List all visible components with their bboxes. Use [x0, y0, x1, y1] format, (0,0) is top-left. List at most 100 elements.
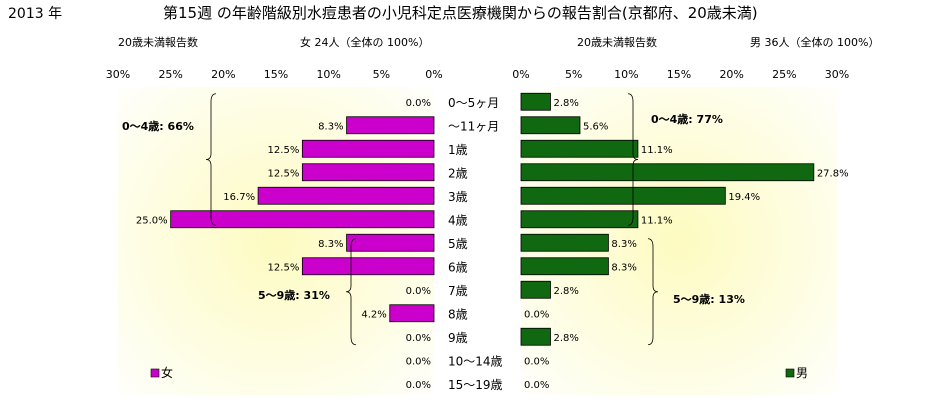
male-bar-value-label: 2.8%: [553, 98, 578, 109]
female-bar-value-label: 16.7%: [223, 192, 255, 203]
male-x-tick-label: 0%: [512, 68, 529, 81]
male-value-labels: 2.8% 5.6% 11.1% 27.8% 19.4% 11.1% 8.3% 8.3% 2.8%…: [524, 98, 849, 391]
male-annotation-5-9: 5〜9歳: 13%: [673, 292, 745, 306]
age-category-label: 1歳: [448, 143, 468, 157]
age-category-label: 10〜14歳: [448, 354, 503, 368]
male-brace-5-9: [647, 238, 659, 346]
male-bar: [520, 257, 609, 276]
male-bar-value-label: 2.8%: [553, 286, 578, 297]
male-age-group-annotations: 0〜4歳: 77% 5〜9歳: 13%: [627, 93, 745, 346]
male-x-tick-label: 10%: [614, 68, 638, 81]
age-category-label: 6歳: [448, 260, 468, 274]
female-brace-5-9: [345, 238, 357, 346]
female-bar: [389, 304, 435, 323]
male-bar: [520, 280, 551, 299]
age-category-label: 〜11ヶ月: [448, 119, 499, 133]
male-bar-value-label: 0.0%: [524, 380, 549, 391]
male-bar: [520, 92, 551, 111]
female-bar-value-label: 25.0%: [136, 215, 168, 226]
female-brace-0-4: [205, 93, 217, 226]
female-age-group-annotations: 0〜4歳: 66% 5〜9歳: 31%: [122, 93, 357, 346]
male-bar: [520, 116, 581, 135]
chart-title: 第15週 の年齢階級別水痘患者の小児科定点医療機関からの報告割合(京都府、20歳…: [163, 4, 758, 22]
age-category-label: 8歳: [448, 307, 468, 321]
female-subtitle-total: 女 24人（全体の 100%）: [300, 35, 429, 49]
female-bar-value-label: 12.5%: [268, 168, 300, 179]
female-bar-value-label: 0.0%: [406, 333, 431, 344]
female-bar: [301, 139, 435, 158]
male-legend: 男: [785, 366, 808, 380]
male-bar-value-label: 19.4%: [728, 192, 760, 203]
age-category-label: 5歳: [448, 237, 468, 251]
male-bar-value-label: 8.3%: [611, 239, 636, 250]
age-category-label: 7歳: [448, 284, 468, 298]
male-x-tick-label: 30%: [825, 68, 849, 81]
female-x-tick-label: 15%: [264, 68, 288, 81]
male-bar: [520, 327, 551, 346]
male-subtitle-total: 男 36人（全体の 100%）: [750, 35, 879, 49]
female-bar-value-label: 12.5%: [268, 145, 300, 156]
female-bar-value-label: 8.3%: [318, 239, 343, 250]
male-bars: [520, 92, 815, 346]
female-annotation-0-4: 0〜4歳: 66%: [122, 119, 194, 133]
female-x-tick-label: 30%: [106, 68, 130, 81]
age-category-labels: 0〜5ヶ月〜11ヶ月 1歳 2歳 3歳 4歳 5歳 6歳 7歳 8歳 9歳 10〜14歳 15〜19歳: [448, 96, 503, 392]
male-bar: [520, 233, 609, 252]
female-bars: [170, 116, 435, 323]
female-bar-value-label: 0.0%: [406, 356, 431, 367]
male-x-tick-label: 5%: [565, 68, 582, 81]
male-bar-value-label: 5.6%: [583, 121, 608, 132]
male-bar-value-label: 8.3%: [611, 262, 636, 273]
male-panel: 20歳未満報告数 男 36人（全体の 100%） 0% 5% 10% 15% 20% 25…: [512, 35, 879, 395]
year-label: 2013 年: [8, 6, 62, 22]
female-bar: [346, 116, 435, 135]
female-bar: [170, 210, 435, 229]
female-bar: [257, 186, 435, 205]
male-bar-value-label: 2.8%: [553, 333, 578, 344]
female-bar-value-label: 0.0%: [406, 380, 431, 391]
male-legend-label: 男: [796, 366, 808, 380]
female-bar: [301, 257, 435, 276]
female-legend-label: 女: [161, 365, 173, 380]
male-x-tick-label: 20%: [719, 68, 743, 81]
female-legend-swatch: [150, 368, 160, 378]
female-x-tick-label: 25%: [158, 68, 182, 81]
male-bar: [520, 139, 639, 158]
female-bar: [346, 233, 435, 252]
male-bar-value-label: 11.1%: [641, 215, 673, 226]
age-category-label: 2歳: [448, 166, 468, 180]
male-x-axis-ticks: 0% 5% 10% 15% 20% 25% 30%: [512, 68, 849, 81]
female-bar-value-label: 4.2%: [361, 309, 386, 320]
male-subtitle-count: 20歳未満報告数: [577, 36, 657, 49]
male-bar-value-label: 0.0%: [524, 356, 549, 367]
male-bar: [520, 210, 639, 229]
male-x-tick-label: 15%: [667, 68, 691, 81]
female-bar-value-label: 0.0%: [406, 98, 431, 109]
female-x-tick-label: 5%: [373, 68, 390, 81]
female-bar-value-label: 8.3%: [318, 121, 343, 132]
female-bar: [301, 163, 435, 182]
female-panel: 20歳未満報告数 女 24人（全体の 100%） 0% 5% 10% 15% 20% 25…: [106, 35, 443, 395]
male-x-tick-label: 25%: [772, 68, 796, 81]
age-category-label: 0〜5ヶ月: [448, 96, 499, 110]
female-x-axis-ticks: 0% 5% 10% 15% 20% 25% 30%: [106, 68, 443, 81]
male-bar-value-label: 27.8%: [817, 168, 849, 179]
age-category-label: 4歳: [448, 213, 468, 227]
male-annotation-0-4: 0〜4歳: 77%: [651, 112, 723, 126]
female-x-tick-label: 0%: [425, 68, 442, 81]
male-bar: [520, 163, 815, 182]
male-bar-value-label: 0.0%: [524, 309, 549, 320]
female-x-tick-label: 10%: [316, 68, 340, 81]
female-bar-value-label: 12.5%: [268, 262, 300, 273]
female-annotation-5-9: 5〜9歳: 31%: [258, 288, 330, 302]
age-category-label: 15〜19歳: [448, 378, 503, 392]
female-bar-value-label: 0.0%: [406, 286, 431, 297]
female-x-tick-label: 20%: [211, 68, 235, 81]
female-legend: 女: [150, 365, 173, 380]
age-category-label: 3歳: [448, 190, 468, 204]
female-value-labels: 0.0% 8.3% 12.5% 12.5% 16.7% 25.0% 8.3% 12.5% 0.0…: [136, 98, 431, 391]
male-brace-0-4: [627, 93, 639, 226]
male-bar: [520, 186, 726, 205]
male-legend-swatch: [785, 368, 795, 378]
